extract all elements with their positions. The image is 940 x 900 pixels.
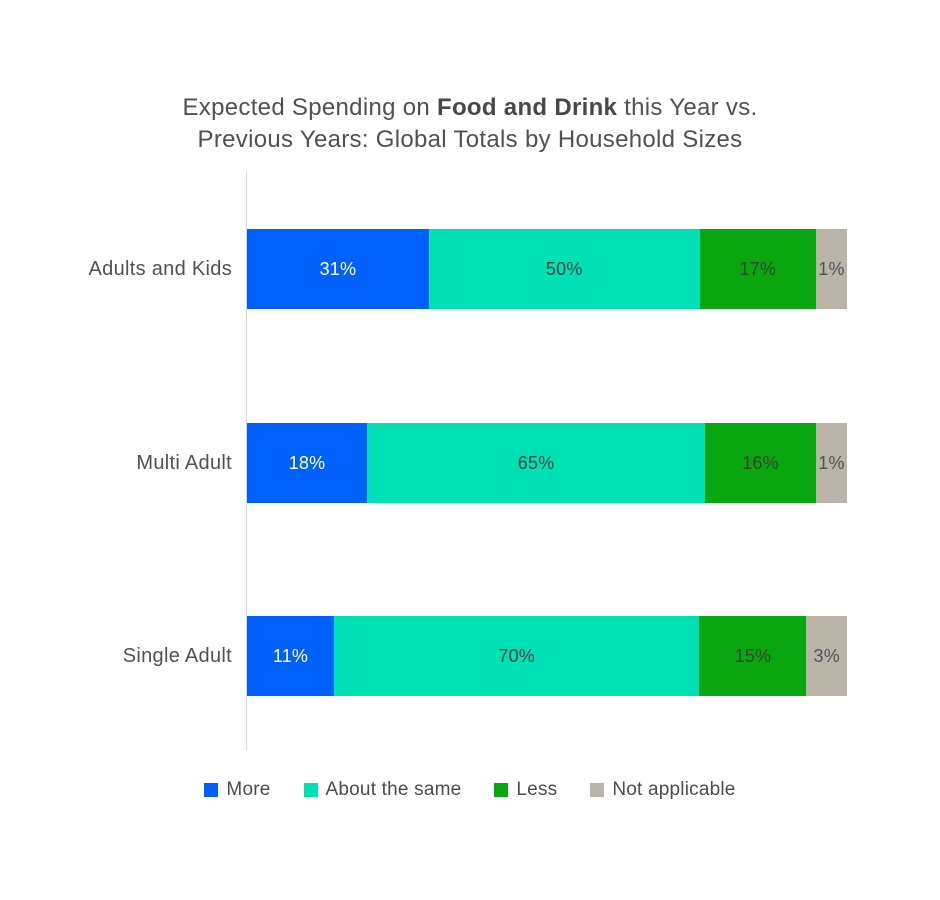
title-suffix: this Year vs. [617, 94, 758, 121]
bar-row-adults-and-kids: Adults and Kids 31% 50% 17% 1% [0, 229, 940, 309]
segment-less: 16% [705, 423, 816, 503]
legend-item-not-applicable: Not applicable [590, 779, 735, 801]
segment-about-the-same: 50% [428, 229, 700, 309]
segment-value-label: 1% [818, 258, 845, 279]
segment-value-label: 18% [288, 452, 326, 473]
segment-value-label: 1% [818, 452, 845, 473]
legend-label: Less [516, 779, 558, 800]
legend-label: More [226, 779, 271, 800]
title-bold-phrase: Food and Drink [437, 94, 618, 121]
segment-not-applicable: 1% [815, 423, 847, 503]
category-label-multi-adult: Multi Adult [136, 451, 232, 474]
category-label-single-adult: Single Adult [122, 644, 232, 667]
segment-value-label: 15% [734, 645, 772, 666]
legend-swatch-less [494, 783, 509, 797]
segment-not-applicable: 1% [815, 229, 848, 309]
legend-item-less: Less [494, 779, 557, 801]
chart-title: Expected Spending on Food and Drink this… [0, 92, 940, 156]
segment-value-label: 11% [272, 645, 309, 666]
stacked-bar-adults-and-kids: 31% 50% 17% 1% [247, 229, 848, 309]
category-label-adults-and-kids: Adults and Kids [88, 257, 232, 280]
legend: More About the same Less Not applicable [0, 779, 940, 801]
legend-item-more: More [204, 779, 270, 801]
legend-swatch-not-applicable [590, 783, 605, 797]
bar-row-multi-adult: Multi Adult 18% 65% 16% 1% [0, 423, 940, 503]
segment-not-applicable: 3% [806, 616, 847, 696]
y-axis-line [246, 172, 247, 751]
segment-less: 15% [699, 616, 807, 696]
legend-label: Not applicable [612, 779, 736, 800]
segment-more: 11% [247, 616, 334, 696]
legend-swatch-more [204, 783, 219, 797]
segment-value-label: 16% [742, 452, 779, 473]
title-line-2: Previous Years: Global Totals by Househo… [197, 126, 743, 153]
segment-less: 17% [699, 229, 816, 309]
segment-value-label: 50% [545, 258, 583, 279]
plot-area: Adults and Kids 31% 50% 17% 1% Multi Adult 18%… [0, 172, 940, 751]
legend-item-about-the-same: About the same [303, 779, 462, 801]
segment-value-label: 17% [739, 258, 777, 279]
title-prefix: Expected Spending on [182, 94, 437, 121]
segment-more: 18% [247, 423, 368, 503]
legend-label: About the same [325, 779, 462, 800]
legend-swatch-about-the-same [303, 783, 318, 797]
segment-about-the-same: 70% [333, 616, 700, 696]
segment-value-label: 70% [498, 645, 535, 666]
bar-row-single-adult: Single Adult 11% 70% 15% 3% [0, 616, 940, 696]
stacked-bar-multi-adult: 18% 65% 16% 1% [247, 423, 847, 503]
segment-value-label: 65% [517, 452, 555, 473]
segment-about-the-same: 65% [367, 423, 706, 503]
segment-more: 31% [247, 229, 429, 309]
stacked-bar-single-adult: 11% 70% 15% 3% [247, 616, 847, 696]
segment-value-label: 31% [319, 258, 357, 279]
title-line-1: Expected Spending on Food and Drink this… [183, 94, 758, 121]
segment-value-label: 3% [813, 645, 840, 666]
